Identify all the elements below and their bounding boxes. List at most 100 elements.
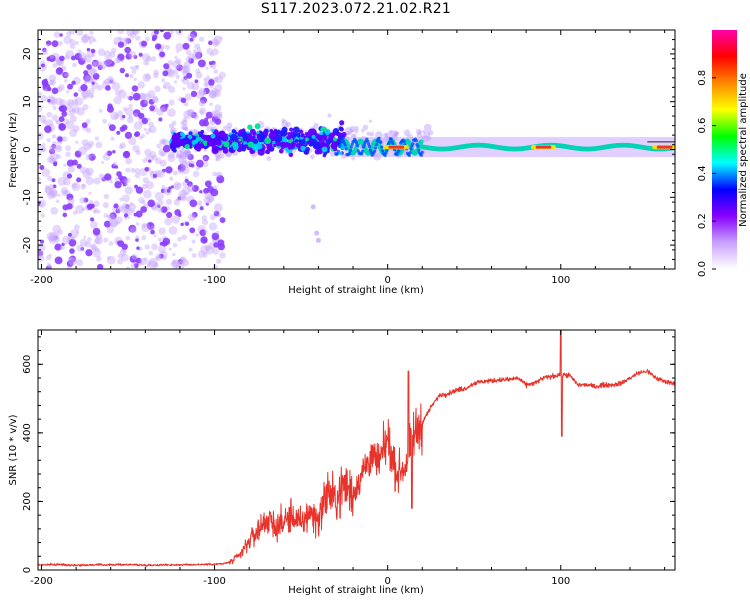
spectral-speckle [48,234,56,242]
spectral-line-edge [367,142,371,146]
spectral-speckle [107,256,111,260]
spectral-speckle [161,78,166,83]
snr-ytick-label: 200 [22,492,33,511]
spectral-speckle [113,113,120,120]
spectral-speckle [90,94,95,98]
spectral-speckle [93,200,100,208]
spectral-line-edge [367,144,372,149]
spectral-speckle [192,49,197,53]
spectral-speckle [75,230,80,234]
spectral-speckle [81,122,88,128]
spectral-speckle [192,170,200,178]
spectral-speckle [47,86,52,92]
spectral-speckle [110,136,115,141]
spectral-line-edge [349,145,353,149]
spectral-speckle [69,229,79,239]
spectral-blob [183,139,188,143]
spectral-speckle [126,116,134,124]
spectral-speckle [124,186,133,195]
spectral-speckle [145,36,150,42]
spectral-speckle [201,215,207,221]
spectral-speckle [209,63,213,68]
spectral-speckle [175,198,180,202]
spectral-speckle [88,153,96,161]
spectral-line-edge [374,142,379,147]
spectral-speckle [64,72,69,78]
spectral-speckle [46,43,50,47]
spectral-halo [219,153,225,159]
spectral-speckle [40,94,48,102]
spectral-speckle [90,217,95,222]
spectral-speckle [65,90,70,94]
spectral-halo [184,127,189,132]
spectral-halo [351,156,356,161]
snr-xtick-label: 0 [384,576,390,587]
spectral-speckle [83,235,87,239]
spectral-halo [352,133,357,138]
spectral-speckle [213,210,217,214]
spectral-speckle [67,83,74,90]
spectral-speckle [69,128,78,138]
spectral-speckle [199,110,204,115]
spectral-speckle [79,238,88,247]
spectral-speckle [189,227,196,234]
spectral-speckle [57,136,63,142]
spectral-speckle [124,204,130,209]
spectrogram-ytick-label: -20 [22,237,33,253]
spectral-speckle [134,172,141,179]
spectral-speckle [44,184,50,190]
spectral-blob [258,136,265,143]
spectral-halo [182,126,187,131]
spectral-speckle [198,99,206,107]
spectral-speckle [181,166,190,175]
spectral-speckle [126,30,135,37]
spectral-speckle [163,63,170,70]
spectral-speckle [168,247,172,251]
spectral-speckle [125,157,133,165]
spectral-speckle [109,180,113,184]
spectral-line-edge [347,151,352,156]
spectral-speckle [85,127,92,134]
spectral-speckle [182,42,190,50]
spectral-speckle [86,236,92,242]
spectral-halo [226,122,233,129]
spectral-speckle [114,165,119,169]
spectral-speckle [76,107,85,116]
spectral-speckle [151,154,158,161]
spectral-speckle [206,48,213,55]
spectral-speckle [131,253,138,260]
spectral-speckle [159,30,165,33]
spectral-speckle [177,258,184,265]
spectral-speckle [122,106,128,112]
spectral-speckle [112,149,116,154]
spectral-speckle [69,38,76,45]
spectral-speckle [140,206,148,213]
spectral-speckle [69,43,76,49]
spectral-speckle [180,156,184,160]
spectral-speckle [208,90,217,99]
spectral-speckle [74,96,84,106]
spectral-speckle [219,36,223,40]
spectral-speckle [184,93,192,101]
spectral-speckle [176,50,180,54]
spectral-speckle [119,248,127,256]
spectral-speckle [124,73,129,78]
spectral-speckle [51,114,59,121]
spectrogram-ytick-label: 10 [22,95,33,108]
spectral-blob [247,124,253,130]
spectral-blob [232,144,239,151]
spectral-speckle [81,207,86,211]
spectral-speckle [208,79,215,86]
spectral-speckle [128,224,137,233]
spectral-speckle [208,222,218,231]
spectral-speckle [107,77,115,85]
spectral-speckle [56,153,62,160]
spectral-speckle [38,91,43,97]
spectral-halo [388,129,393,134]
spectral-speckle [182,65,191,74]
spectral-speckle [171,259,180,268]
spectral-line-edge [411,142,415,146]
spectral-speckle [213,203,223,213]
spectral-speckle [62,204,69,211]
spectral-speckle [48,253,52,257]
